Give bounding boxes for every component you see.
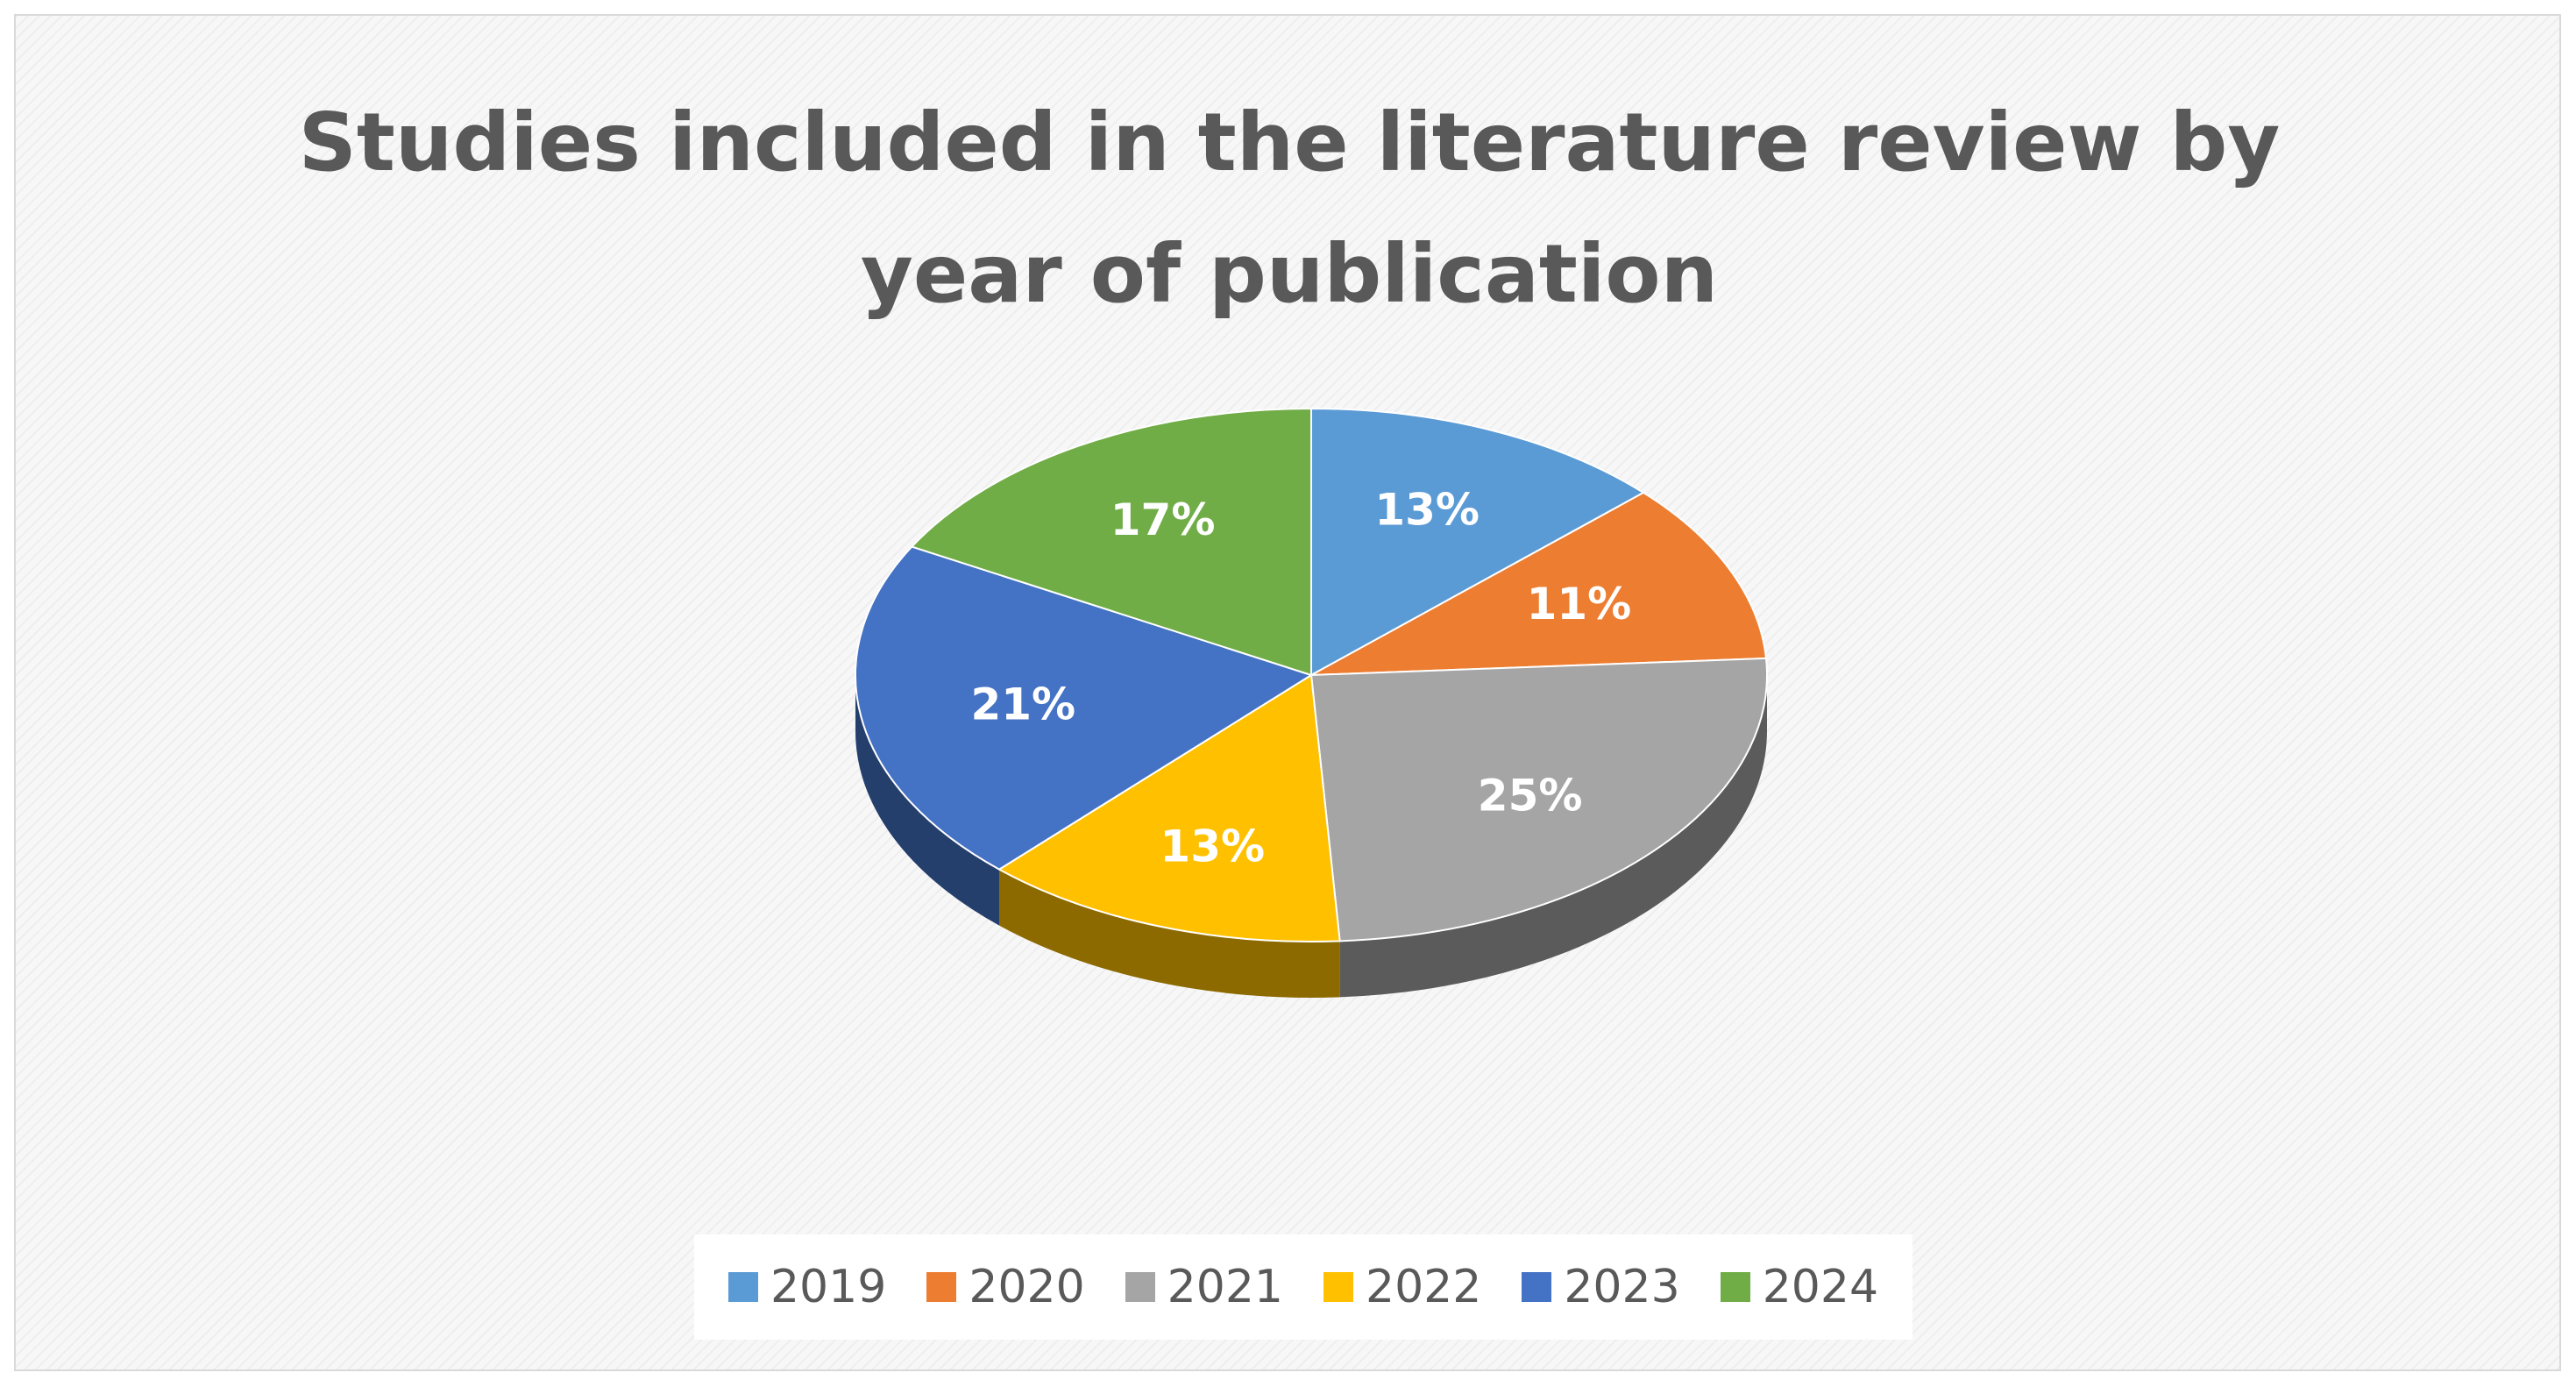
chart-title-line-1: Studies included in the literature revie… xyxy=(298,96,2281,189)
legend-item-2021: 2021 xyxy=(1125,1261,1283,1313)
legend-swatch-2021 xyxy=(1125,1272,1155,1302)
pie-data-label-2019: 13% xyxy=(1374,484,1480,535)
legend-label-2022: 2022 xyxy=(1366,1261,1482,1313)
pie-data-label-2023: 21% xyxy=(970,679,1075,729)
legend-item-2023: 2023 xyxy=(1522,1261,1680,1313)
pie-side-2023 xyxy=(855,675,1000,926)
legend-swatch-2023 xyxy=(1522,1272,1552,1302)
pie-slice-2020 xyxy=(1310,491,1768,676)
pie-data-label-2022: 13% xyxy=(1160,821,1265,871)
legend-item-2020: 2020 xyxy=(926,1261,1085,1313)
legend-item-2024: 2024 xyxy=(1720,1261,1879,1313)
pie-slices xyxy=(855,407,1768,942)
pie-side-2021 xyxy=(1339,675,1767,998)
pie-data-label-2024: 17% xyxy=(1111,494,1216,545)
legend-label-2019: 2019 xyxy=(770,1261,887,1313)
chart-title: Studies included in the literature revie… xyxy=(16,77,2563,340)
pie-slice-2021 xyxy=(1309,657,1768,942)
pie-slice-2024 xyxy=(910,407,1312,677)
legend-label-2024: 2024 xyxy=(1762,1261,1879,1313)
pie-side-2022 xyxy=(999,869,1340,998)
chart-title-line-2: year of publication xyxy=(860,227,1719,321)
legend-swatch-2019 xyxy=(727,1272,758,1302)
pie-side-walls xyxy=(855,675,1767,998)
legend-label-2021: 2021 xyxy=(1167,1261,1283,1313)
pie-slice-2022 xyxy=(997,673,1341,942)
pie-slice-2019 xyxy=(1310,407,1646,677)
legend-swatch-2022 xyxy=(1323,1272,1353,1302)
legend-item-2019: 2019 xyxy=(727,1261,887,1313)
legend-swatch-2020 xyxy=(926,1272,957,1302)
pie-data-label-2021: 25% xyxy=(1478,771,1583,821)
pie-slice-2023 xyxy=(855,545,1314,871)
pie-data-labels: 13% 11% 25% 13% 21% 17% xyxy=(970,484,1631,871)
legend-label-2023: 2023 xyxy=(1564,1261,1680,1313)
legend-item-2022: 2022 xyxy=(1323,1261,1481,1313)
pie-data-label-2020: 11% xyxy=(1527,579,1632,629)
legend-swatch-2024 xyxy=(1720,1272,1750,1302)
chart-legend: 2019 2020 2021 2022 2023 2024 xyxy=(694,1234,1912,1340)
legend-label-2020: 2020 xyxy=(969,1261,1085,1313)
